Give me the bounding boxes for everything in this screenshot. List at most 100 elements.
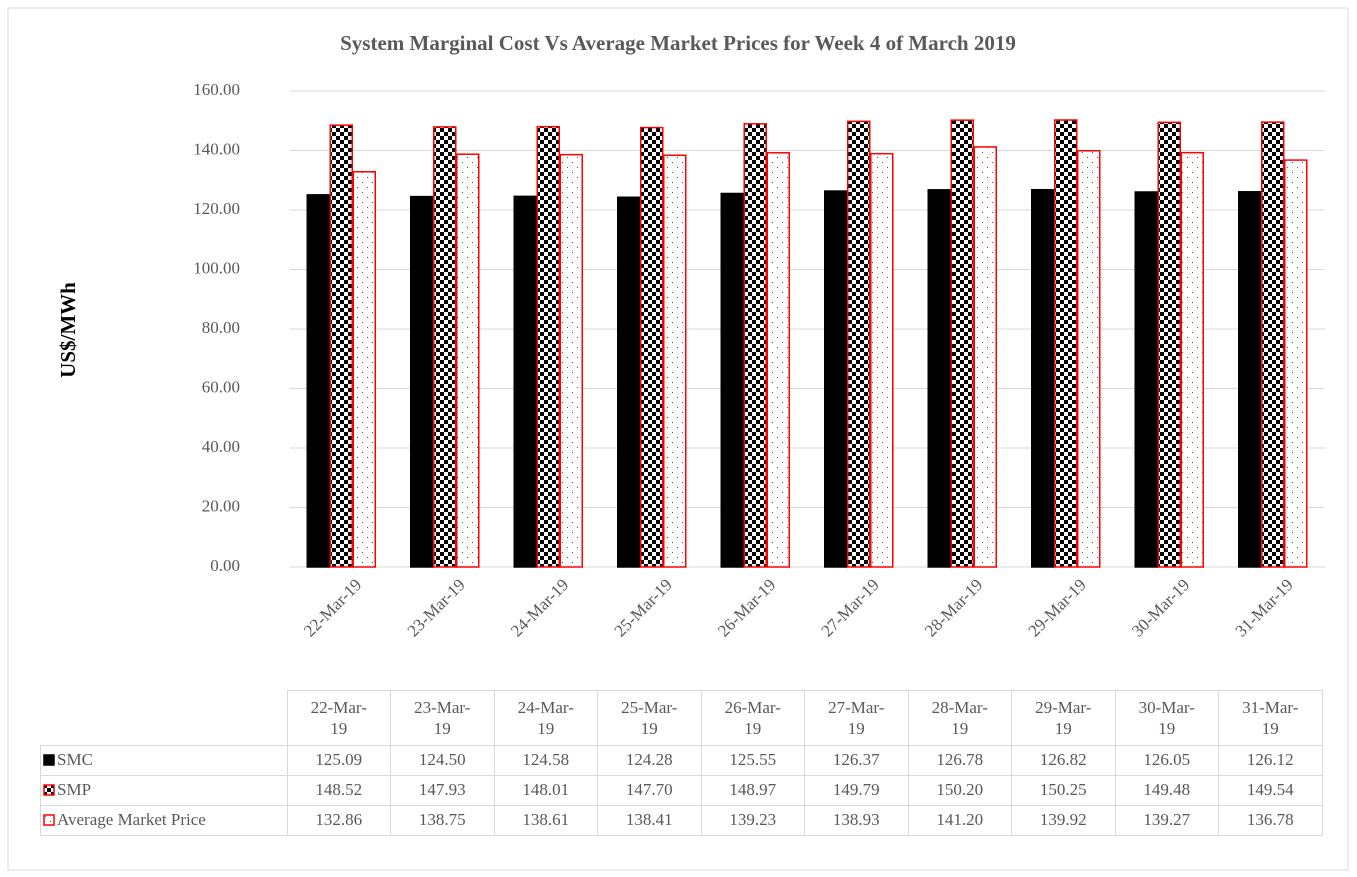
bar xyxy=(1031,188,1055,568)
table-header-cell: 29-Mar-19 xyxy=(1011,690,1116,746)
bar xyxy=(847,120,871,568)
table-value: 125.09 xyxy=(286,744,391,776)
legend-swatch xyxy=(43,784,55,796)
y-tick-label: 120.00 xyxy=(193,199,240,218)
category-label: 30-Mar-19 xyxy=(1138,697,1195,738)
table-value: 138.93 xyxy=(804,804,909,836)
legend-swatch xyxy=(43,814,55,826)
table-value: 124.58 xyxy=(493,744,598,776)
bar xyxy=(1157,121,1181,568)
bar xyxy=(1180,151,1204,568)
y-tick-label: 100.00 xyxy=(193,258,240,277)
table-row: Average Market Price 132.86 138.75 138.61 13… xyxy=(40,804,1323,836)
chart-title: System Marginal Cost Vs Average Market P… xyxy=(340,31,1016,55)
table-value: 125.55 xyxy=(700,744,805,776)
table-value: 126.05 xyxy=(1114,744,1219,776)
table-value: 149.54 xyxy=(1218,774,1323,806)
bar xyxy=(663,154,687,568)
table-value: 132.86 xyxy=(286,804,391,836)
chart-frame xyxy=(7,7,1349,871)
category-label: 23-Mar-19 xyxy=(414,697,471,738)
table-value: 148.52 xyxy=(286,774,391,806)
x-tick-label: 25-Mar-19 xyxy=(611,575,676,640)
category-label: 25-Mar-19 xyxy=(621,697,678,738)
y-tick-label: 40.00 xyxy=(202,437,240,456)
table-header-cell: 22-Mar-19 xyxy=(286,690,391,746)
y-tick-label: 160.00 xyxy=(193,80,240,99)
bar xyxy=(1054,119,1078,568)
legend-key xyxy=(43,784,55,796)
y-tick-label: 140.00 xyxy=(193,139,240,158)
table-value: 138.41 xyxy=(597,804,702,836)
table-header-cell: 31-Mar-19 xyxy=(1218,690,1323,746)
bar xyxy=(617,196,641,568)
category-label: 24-Mar-19 xyxy=(517,697,574,738)
bar xyxy=(329,124,353,568)
legend-key xyxy=(43,814,55,826)
bar xyxy=(559,153,583,568)
table-value: 139.92 xyxy=(1011,804,1116,836)
table-value: 126.78 xyxy=(907,744,1012,776)
category-label: 22-Mar-19 xyxy=(310,697,367,738)
x-tick-label: 28-Mar-19 xyxy=(921,575,986,640)
table-value: 147.93 xyxy=(390,774,495,806)
category-label: 27-Mar-19 xyxy=(828,697,885,738)
table-header-cell: 24-Mar-19 xyxy=(493,690,598,746)
bar xyxy=(720,192,744,568)
x-tick-label: 31-Mar-19 xyxy=(1232,575,1297,640)
legend-label: SMC xyxy=(57,750,93,769)
x-tick-label: 23-Mar-19 xyxy=(404,575,469,640)
table-header-cell: 25-Mar-19 xyxy=(597,690,702,746)
table-value: 136.78 xyxy=(1218,804,1323,836)
bar xyxy=(1238,191,1262,568)
bar xyxy=(766,152,790,568)
x-tick-label: 22-Mar-19 xyxy=(300,575,365,640)
bar xyxy=(743,123,767,568)
legend-label: Average Market Price xyxy=(57,810,206,829)
bar xyxy=(927,189,951,568)
x-tick-label: 29-Mar-19 xyxy=(1025,575,1090,640)
y-tick-label: 60.00 xyxy=(202,377,240,396)
table-value: 149.79 xyxy=(804,774,909,806)
table-value: 124.50 xyxy=(390,744,495,776)
table-value: 150.25 xyxy=(1011,774,1116,806)
bar xyxy=(824,190,848,568)
table-value: 139.27 xyxy=(1114,804,1219,836)
bar xyxy=(870,152,894,568)
bar xyxy=(973,146,997,568)
series-name-cell: SMC xyxy=(40,744,288,776)
series-name-cell: Average Market Price xyxy=(40,804,288,836)
category-label: 31-Mar-19 xyxy=(1242,697,1299,738)
bar xyxy=(513,195,537,568)
bar xyxy=(1077,149,1101,568)
bar xyxy=(306,194,330,568)
table-value: 148.01 xyxy=(493,774,598,806)
legend-label: SMP xyxy=(57,780,92,799)
bar xyxy=(433,126,457,568)
bar xyxy=(1134,191,1158,568)
y-axis-label: US$/MWh xyxy=(56,282,80,378)
table-value: 124.28 xyxy=(597,744,702,776)
y-tick-label: 80.00 xyxy=(202,318,240,337)
bar xyxy=(640,126,664,568)
table-row: SMC 125.09 124.50 124.58 124.28 125.55 126.37 1… xyxy=(40,744,1323,776)
table-value: 138.61 xyxy=(493,804,598,836)
table-header-cell: 26-Mar-19 xyxy=(700,690,805,746)
x-tick-label: 30-Mar-19 xyxy=(1128,575,1193,640)
bar xyxy=(536,125,560,568)
category-label: 28-Mar-19 xyxy=(931,697,988,738)
y-tick-label: 0.00 xyxy=(210,556,240,575)
x-tick-label: 26-Mar-19 xyxy=(714,575,779,640)
bar xyxy=(950,119,974,568)
table-value: 138.75 xyxy=(390,804,495,836)
legend-swatch xyxy=(43,754,55,766)
table-value: 126.37 xyxy=(804,744,909,776)
table-header-cell: 27-Mar-19 xyxy=(804,690,909,746)
series-name-cell: SMP xyxy=(40,774,288,806)
table-value: 141.20 xyxy=(907,804,1012,836)
bar xyxy=(456,153,480,568)
bar xyxy=(1261,121,1285,568)
table-corner xyxy=(41,691,288,746)
x-tick-label: 24-Mar-19 xyxy=(507,575,572,640)
